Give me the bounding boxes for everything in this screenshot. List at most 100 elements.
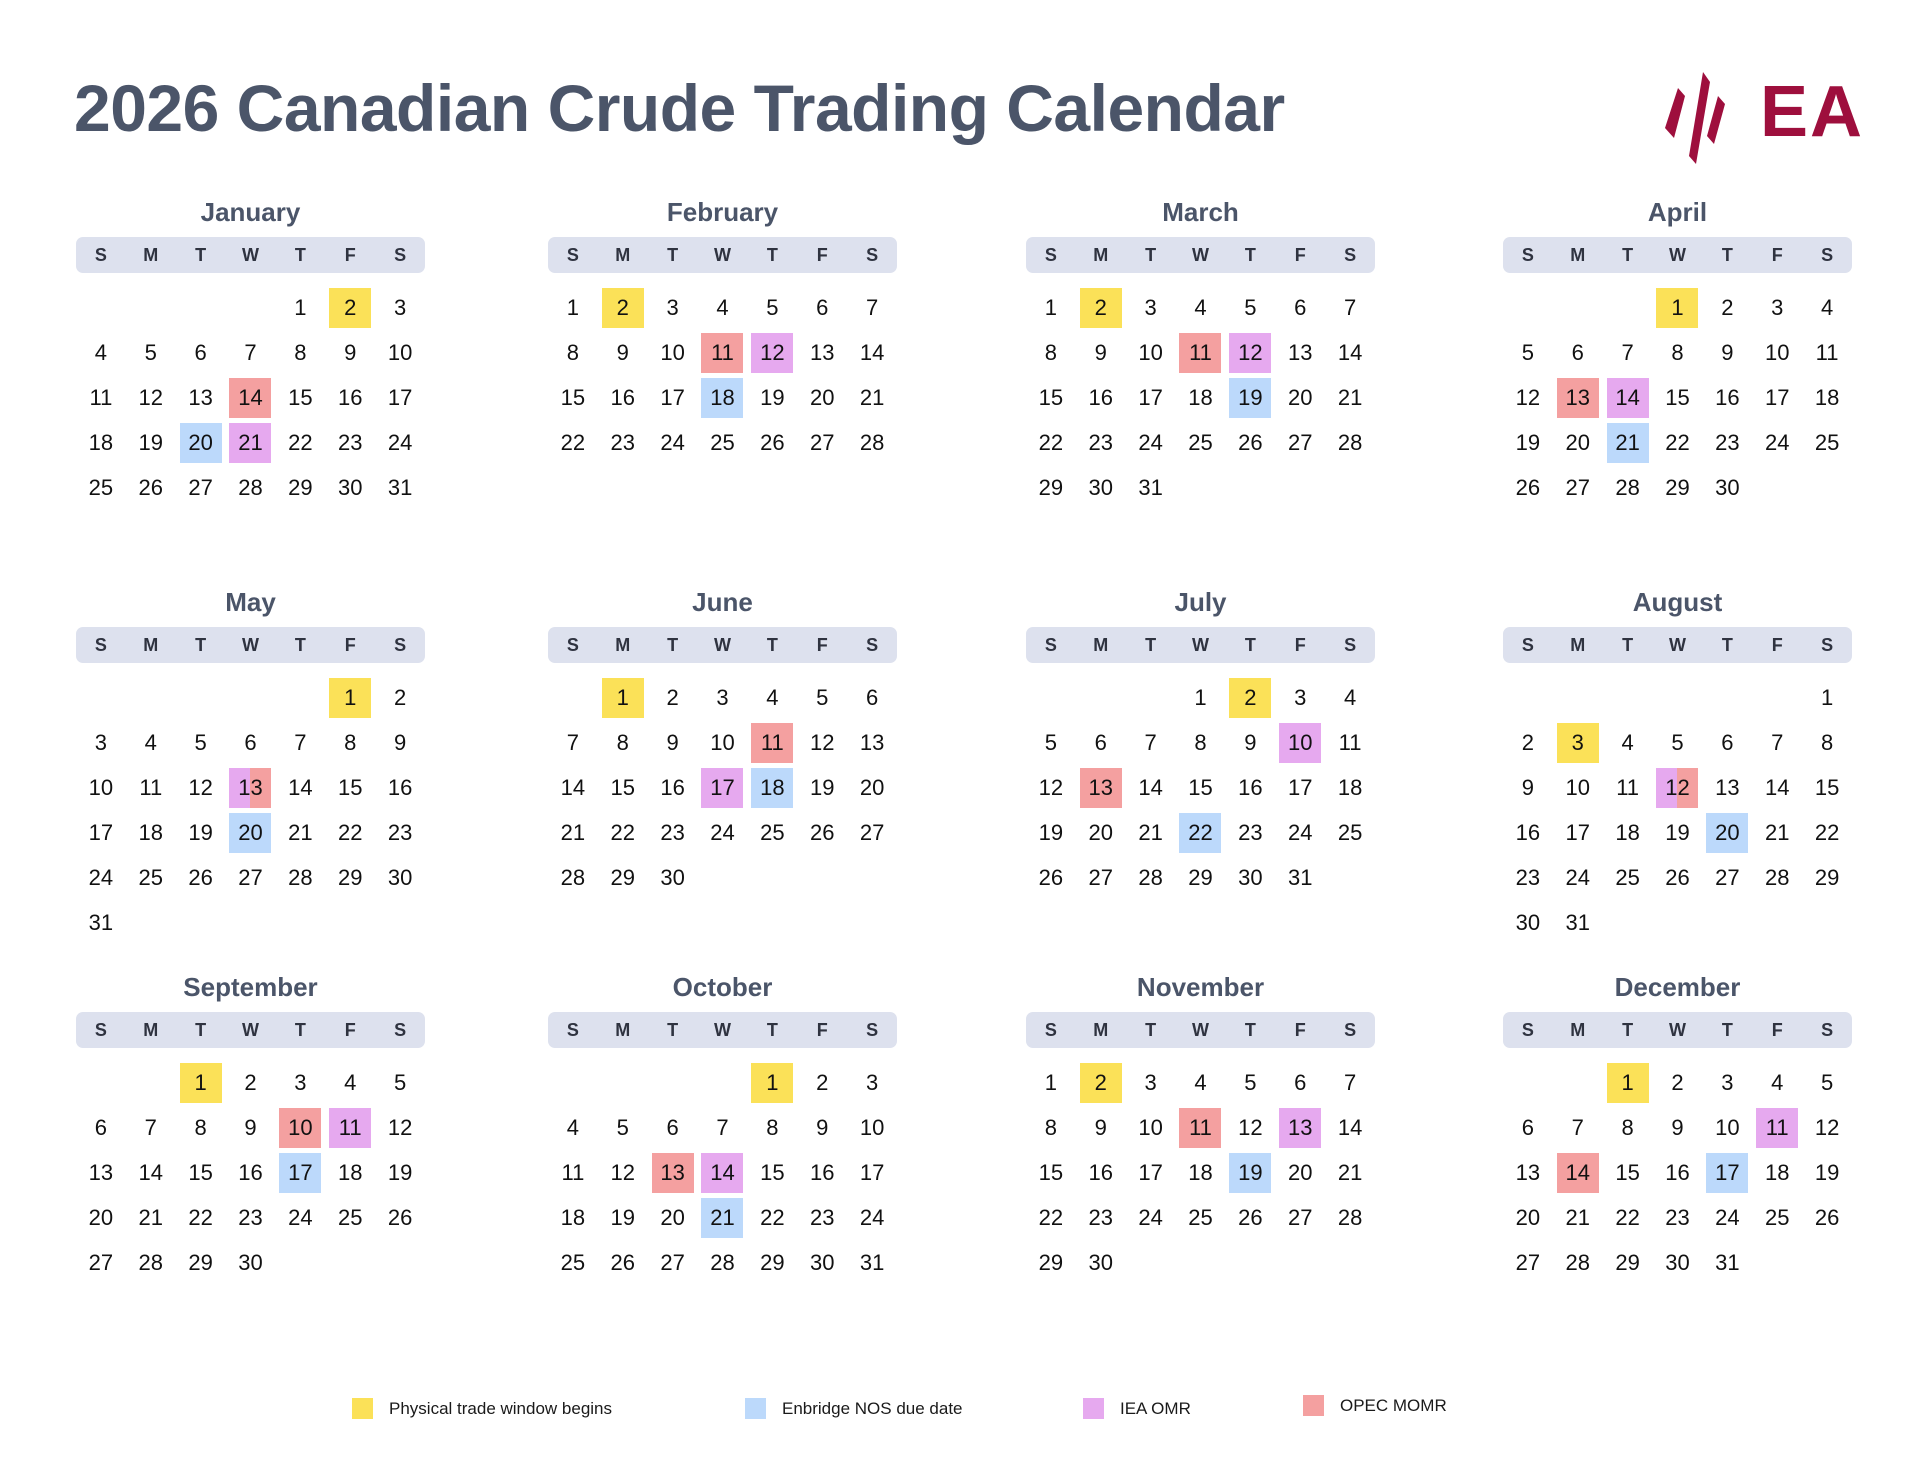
day-cell: 26 <box>747 420 797 465</box>
day-cell: 29 <box>325 855 375 900</box>
day-cell: 25 <box>1176 420 1226 465</box>
legend-item-iea: IEA OMR <box>1083 1398 1191 1419</box>
day-number: 20 <box>1515 1204 1541 1230</box>
day-cell: 21 <box>847 375 897 420</box>
day-number: 27 <box>1715 864 1740 890</box>
day-number: 10 <box>387 339 413 365</box>
day-number: 20 <box>809 384 835 410</box>
day-number: 26 <box>610 1249 636 1275</box>
day-number: 19 <box>1038 819 1064 845</box>
day-number: 30 <box>1515 909 1541 935</box>
highlight-enbridge <box>279 1152 322 1193</box>
month-april: April S M T W T F S 1 2 3 4 5 6 7 8 9 10 11 12 13 14 15 16 17 18 1… <box>1503 194 1852 510</box>
day-cell: 18 <box>76 420 126 465</box>
day-number: 13 <box>188 384 213 410</box>
day-cell: 18 <box>1176 1150 1226 1195</box>
day-number: 22 <box>337 819 363 845</box>
weekday-label: S <box>866 1019 879 1040</box>
weekday-label: M <box>1093 634 1109 655</box>
day-cell: 11 <box>698 330 748 375</box>
highlight-enbridge <box>1229 377 1272 418</box>
day-cell: 24 <box>375 420 425 465</box>
empty-day-cell <box>126 675 176 720</box>
day-cell: 9 <box>226 1105 276 1150</box>
day-cell: 7 <box>1126 720 1176 765</box>
day-cell: 15 <box>1653 375 1703 420</box>
split-highlight <box>1656 767 1699 808</box>
day-cell: 5 <box>1026 720 1076 765</box>
weekday-label: M <box>1570 244 1586 265</box>
day-cell: 29 <box>275 465 325 510</box>
day-grid: 1 2 3 4 5 6 7 8 9 10 11 12 13 14 15 16 17 18 19 20 21 22 23 24 2… <box>548 285 897 465</box>
day-cell: 23 <box>375 810 425 855</box>
day-number: 5 <box>816 684 829 710</box>
day-cell: 18 <box>1325 765 1375 810</box>
day-cell: 17 <box>1126 1150 1176 1195</box>
day-cell: 28 <box>1126 855 1176 900</box>
day-number: 3 <box>1571 729 1584 755</box>
day-cell: 16 <box>226 1150 276 1195</box>
day-cell: 23 <box>648 810 698 855</box>
day-cell: 6 <box>847 675 897 720</box>
day-number: 5 <box>144 339 157 365</box>
day-number: 19 <box>809 774 835 800</box>
weekday-label: F <box>344 1019 356 1040</box>
day-cell: 5 <box>1225 285 1275 330</box>
legend: Physical trade window begins Enbridge NO… <box>0 1395 1920 1438</box>
day-cell: 15 <box>747 1150 797 1195</box>
day-number: 3 <box>294 1069 307 1095</box>
day-cell: 5 <box>176 720 226 765</box>
day-number: 15 <box>1615 1159 1640 1185</box>
weekday-label: W <box>713 244 731 265</box>
day-cell: 15 <box>1802 765 1852 810</box>
day-number: 15 <box>337 774 363 800</box>
day-cell: 28 <box>847 420 897 465</box>
day-cell: 6 <box>1702 720 1752 765</box>
weekday-label: S <box>1821 244 1834 265</box>
day-cell: 14 <box>548 765 598 810</box>
day-number: 16 <box>1715 384 1740 410</box>
highlight-enbridge <box>701 377 744 418</box>
day-number: 9 <box>1094 339 1107 365</box>
day-cell: 10 <box>275 1105 325 1150</box>
day-number: 18 <box>337 1159 363 1185</box>
weekday-label: M <box>615 1019 631 1040</box>
weekday-label: S <box>866 634 879 655</box>
day-number: 13 <box>1287 339 1313 365</box>
day-cell: 10 <box>698 720 748 765</box>
day-cell: 30 <box>1653 1240 1703 1285</box>
day-cell: 17 <box>1126 375 1176 420</box>
day-number: 17 <box>859 1159 885 1185</box>
day-cell: 25 <box>1325 810 1375 855</box>
day-cell: 16 <box>1653 1150 1703 1195</box>
day-number: 24 <box>1715 1204 1740 1230</box>
weekday-label: T <box>1622 1019 1634 1040</box>
day-cell: 24 <box>1126 1195 1176 1240</box>
day-cell: 6 <box>1275 1060 1325 1105</box>
day-number: 16 <box>238 1159 263 1185</box>
day-number: 11 <box>1815 339 1839 365</box>
day-number: 2 <box>1521 729 1535 755</box>
day-cell: 2 <box>598 285 648 330</box>
day-number: 22 <box>1188 819 1213 845</box>
day-cell: 5 <box>1802 1060 1852 1105</box>
day-number: 10 <box>88 774 114 800</box>
empty-day-cell <box>176 285 226 330</box>
day-cell: 9 <box>1503 765 1553 810</box>
weekday-label: S <box>1344 244 1357 265</box>
day-cell: 26 <box>1503 465 1553 510</box>
day-number: 5 <box>1044 729 1058 755</box>
day-cell: 5 <box>598 1105 648 1150</box>
empty-day-cell <box>548 1060 598 1105</box>
day-cell: 1 <box>176 1060 226 1105</box>
day-cell: 17 <box>1553 810 1603 855</box>
day-number: 1 <box>1044 1069 1058 1095</box>
day-number: 17 <box>1715 1159 1740 1185</box>
day-cell: 15 <box>1026 1150 1076 1195</box>
weekday-label: S <box>1821 634 1834 655</box>
day-number: 26 <box>1038 864 1064 890</box>
highlight-iea <box>701 767 744 808</box>
day-cell: 28 <box>226 465 276 510</box>
